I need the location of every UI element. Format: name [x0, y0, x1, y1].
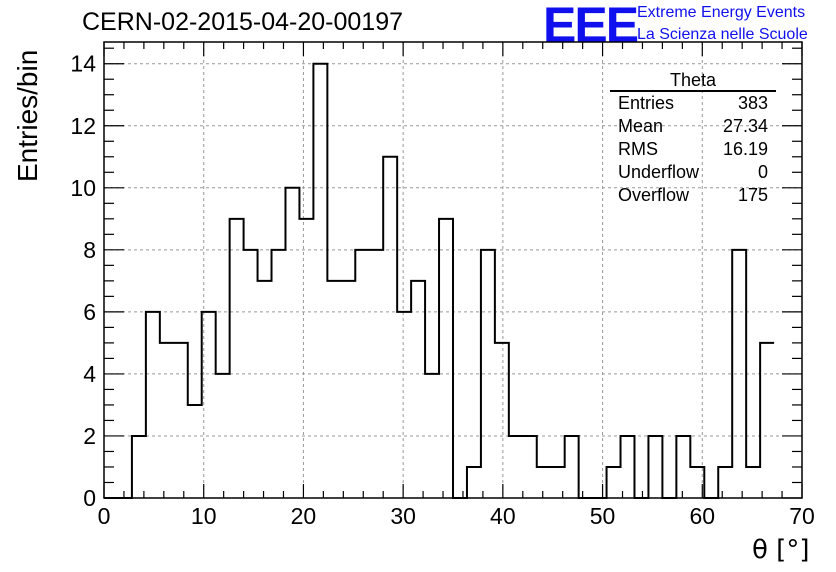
x-axis-label: θ [°]: [752, 535, 810, 565]
logo-line-2: La Scienza nelle Scuole: [637, 26, 808, 43]
histogram-bar: [607, 467, 621, 498]
y-tick-label: 6: [83, 299, 96, 325]
x-tick-label: 70: [789, 503, 815, 529]
stats-value: 175: [737, 185, 768, 205]
histogram-bar: [439, 219, 453, 498]
histogram-bar: [258, 281, 272, 498]
histogram-bar: [565, 436, 579, 498]
y-tick-label: 14: [70, 51, 96, 77]
stats-label: Overflow: [618, 185, 690, 205]
stats-title: Theta: [610, 70, 776, 92]
histogram-bar: [760, 343, 774, 498]
histogram-bar: [160, 343, 174, 498]
histogram-bar: [313, 64, 327, 498]
logo-line-1: Extreme Energy Events: [637, 4, 806, 21]
y-tick-label: 10: [70, 175, 96, 201]
histogram-bar: [341, 281, 355, 498]
stats-label: Underflow: [618, 162, 700, 182]
x-tick-label: 0: [98, 503, 111, 529]
stats-value: 27.34: [722, 116, 768, 136]
histogram-bar: [146, 312, 160, 498]
histogram-bar: [732, 250, 746, 498]
stats-label: Mean: [618, 116, 664, 136]
x-tick-labels: 0 10 20 30 40 50 60 70: [98, 503, 815, 529]
histogram-bar: [272, 250, 286, 498]
axis-ticks: [103, 42, 803, 499]
stats-value: 16.19: [722, 139, 768, 159]
histogram-bar: [244, 250, 258, 498]
stats-value: 0: [757, 162, 768, 182]
histogram-bar: [411, 281, 425, 498]
histogram-bar: [481, 250, 495, 498]
stats-row-entries: Entries 383: [610, 92, 776, 115]
plot-border: [103, 41, 803, 499]
histogram-bar: [202, 312, 216, 498]
histogram-bar: [425, 374, 439, 498]
histogram-bar: [495, 343, 509, 498]
y-tick-label: 4: [83, 361, 96, 387]
histogram-bar: [299, 219, 313, 498]
stats-row-underflow: Underflow 0: [610, 161, 776, 184]
stats-box: Theta Entries 383 Mean 27.34 RMS 16.19 U…: [610, 70, 776, 207]
histogram-bar: [355, 250, 369, 498]
histogram-bar: [523, 436, 537, 498]
histogram-bar: [509, 436, 523, 498]
y-tick-labels: 0 2 4 6 8 10 12 14: [70, 51, 96, 511]
histogram-bar: [230, 219, 244, 498]
histogram-bar: [327, 281, 341, 498]
y-tick-label: 12: [70, 113, 96, 139]
x-tick-label: 20: [291, 503, 317, 529]
histogram-bar: [383, 157, 397, 498]
histogram-bar: [188, 405, 202, 498]
histogram-bar: [467, 467, 481, 498]
histogram-bar: [369, 250, 383, 498]
stats-row-mean: Mean 27.34: [610, 115, 776, 138]
histogram-bar: [285, 188, 299, 498]
stats-label: Entries: [618, 93, 675, 113]
stats-label: RMS: [618, 139, 658, 159]
histogram-bar: [397, 312, 411, 498]
histogram-bar: [718, 467, 732, 498]
x-tick-label: 50: [590, 503, 616, 529]
y-tick-label: 2: [83, 423, 96, 449]
histogram-bar: [621, 436, 635, 498]
x-tick-label: 10: [191, 503, 217, 529]
histogram-bar: [216, 374, 230, 498]
y-tick-label: 8: [83, 237, 96, 263]
x-tick-label: 30: [390, 503, 416, 529]
y-tick-label: 0: [83, 485, 96, 511]
x-tick-label: 40: [490, 503, 516, 529]
histogram-bar: [132, 436, 146, 498]
stats-value: 383: [737, 93, 768, 113]
histogram-bar: [676, 436, 690, 498]
plot-frame: [103, 41, 803, 499]
histogram-bar: [746, 467, 760, 498]
histogram-bar: [537, 467, 551, 498]
x-tick-label: 60: [689, 503, 715, 529]
stats-row-overflow: Overflow 175: [610, 184, 776, 207]
histogram-bar: [648, 436, 662, 498]
histogram-bar: [174, 343, 188, 498]
stats-row-rms: RMS 16.19: [610, 138, 776, 161]
chart-title: CERN-02-2015-04-20-00197: [82, 8, 404, 36]
